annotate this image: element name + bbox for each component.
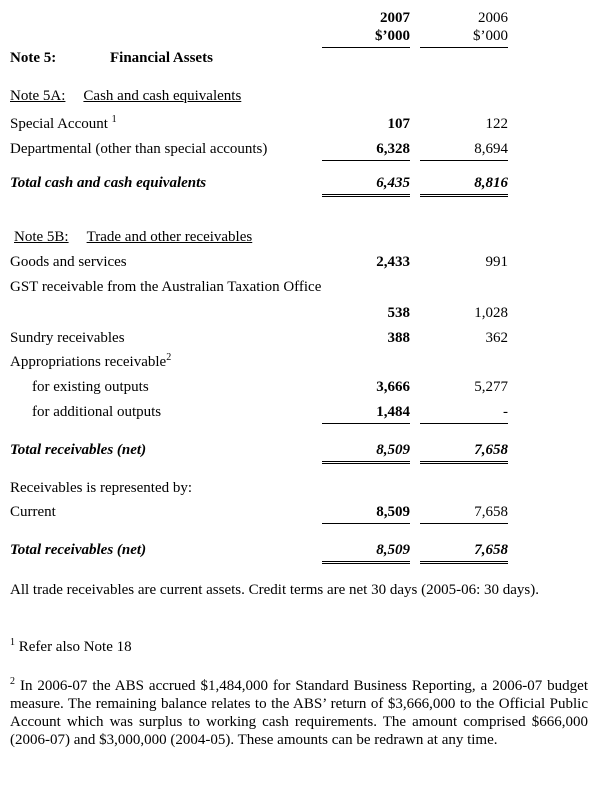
- footnote-text: Refer also Note 18: [18, 639, 132, 655]
- row-value: 122: [485, 116, 509, 132]
- row-value: 7,658: [420, 503, 508, 524]
- row-label: Departmental (other than special account…: [10, 140, 267, 158]
- row-value: 538: [387, 305, 411, 321]
- row-value: 991: [485, 254, 509, 270]
- row-label: Appropriations receivable2: [10, 353, 171, 371]
- remarks: All trade receivables are current assets…: [10, 582, 539, 598]
- footnote-marker: 1: [111, 114, 117, 125]
- label-text: Special Account: [10, 116, 108, 132]
- section-number: Note 5A:: [10, 88, 66, 104]
- row-label: Current: [10, 503, 56, 521]
- row-label: for existing outputs: [32, 378, 149, 396]
- section-heading: Note 5B: Trade and other receivables: [14, 228, 252, 246]
- row-value: 3,666: [376, 379, 410, 395]
- row-value: 6,435: [322, 174, 410, 197]
- row-value: 7,658: [420, 541, 508, 564]
- label-text: Departmental (other than special account…: [10, 141, 268, 157]
- row-value: 5,277: [474, 379, 508, 395]
- column-unit: $’000: [420, 27, 508, 48]
- note-title: Financial Assets: [110, 50, 213, 66]
- row-value: 2,433: [376, 254, 410, 270]
- footnote: 1 Refer also Note 18: [10, 638, 132, 656]
- section-number: Note 5B:: [14, 229, 69, 245]
- row-value: 1,028: [474, 305, 508, 321]
- label-text: Total receivables (net): [10, 442, 147, 458]
- footnote-text: In 2006-07 the ABS accrued $1,484,000 fo…: [10, 678, 588, 748]
- section-heading: Note 5A: Cash and cash equivalents: [10, 87, 241, 105]
- label-text: GST receivable from the Australian Taxat…: [10, 279, 322, 295]
- column-year: 2006: [478, 10, 508, 26]
- row-value: 8,816: [420, 174, 508, 197]
- label-text: Receivables is represented by:: [10, 480, 193, 496]
- column-year: 2007: [380, 10, 410, 26]
- footnote-marker: 1: [10, 637, 15, 648]
- label-text: Goods and services: [10, 254, 127, 270]
- row-value: 1,484: [322, 403, 410, 424]
- row-label: Sundry receivables: [10, 329, 125, 347]
- row-label: for additional outputs: [32, 403, 161, 421]
- row-label: Total receivables (net): [10, 541, 146, 559]
- section-title: Trade and other receivables: [86, 229, 253, 245]
- label-text: for existing outputs: [32, 379, 149, 395]
- label-text: Total cash and cash equivalents: [10, 175, 207, 191]
- row-value: 8,509: [322, 541, 410, 564]
- row-value: 388: [387, 330, 411, 346]
- label-text: Appropriations receivable: [10, 354, 167, 370]
- row-label: GST receivable from the Australian Taxat…: [10, 278, 330, 296]
- row-value: 6,328: [322, 140, 410, 161]
- row-value: 362: [485, 330, 509, 346]
- label-text: Current: [10, 504, 56, 520]
- footnote-marker: 2: [166, 352, 172, 363]
- column-unit: $’000: [322, 27, 410, 48]
- label-text: for additional outputs: [32, 404, 162, 420]
- row-label: Total receivables (net): [10, 441, 146, 459]
- row-value: 7,658: [420, 441, 508, 464]
- row-value: 107: [387, 116, 411, 132]
- note-number: Note 5:: [10, 50, 57, 66]
- section-title: Cash and cash equivalents: [83, 88, 242, 104]
- row-label: Special Account 1: [10, 115, 117, 133]
- row-value: -: [420, 403, 508, 424]
- row-value: 8,694: [420, 140, 508, 161]
- row-value: 8,509: [322, 441, 410, 464]
- label-text: Total receivables (net): [10, 542, 147, 558]
- footnote: 2 In 2006-07 the ABS accrued $1,484,000 …: [10, 677, 588, 749]
- row-label: Total cash and cash equivalents: [10, 174, 206, 192]
- row-label: Goods and services: [10, 253, 127, 271]
- footnote-marker: 2: [10, 676, 15, 687]
- label-text: Sundry receivables: [10, 330, 125, 346]
- row-value: 8,509: [322, 503, 410, 524]
- row-label: Receivables is represented by:: [10, 479, 192, 497]
